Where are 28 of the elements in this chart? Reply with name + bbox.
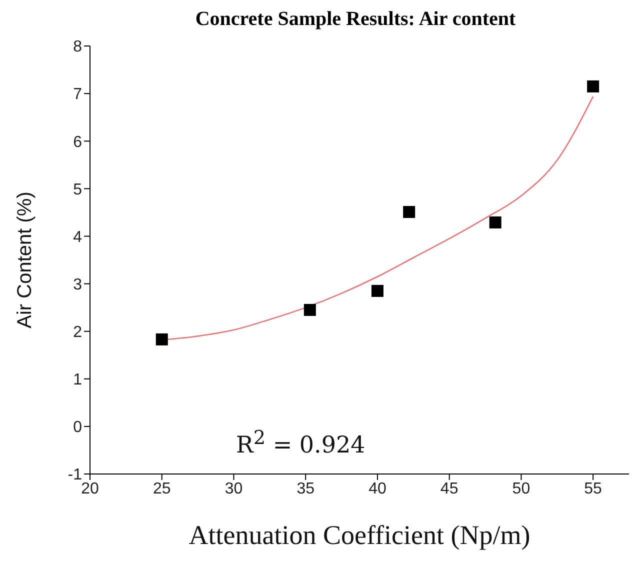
chart-title: Concrete Sample Results: Air content <box>194 8 517 32</box>
y-tick-label: 0 <box>73 419 82 436</box>
y-tick-label: 8 <box>73 38 82 56</box>
y-axis-title: Air Content (%) <box>14 192 36 328</box>
point <box>304 304 316 316</box>
y-tick-label: 2 <box>73 324 82 342</box>
x-axis-title: Attenuation Coefficient (Np/m) <box>188 520 530 550</box>
x-tick-label: 20 <box>81 480 99 498</box>
y-tick-label: 5 <box>73 181 82 198</box>
x-tick-label: 35 <box>296 480 315 498</box>
y-tick-label: 7 <box>73 86 82 104</box>
y-tick-label: 4 <box>73 228 82 246</box>
x-tick-label: 30 <box>224 480 243 498</box>
point <box>587 80 600 92</box>
annotation: R$^{2}$ = 0.924 <box>236 426 366 459</box>
point <box>156 333 168 346</box>
point <box>489 216 502 228</box>
y-tick-label: 3 <box>73 276 82 294</box>
x-tick-label: 40 <box>368 480 386 498</box>
y-tick-label: 1 <box>73 372 82 389</box>
x-tick-label: 50 <box>512 480 530 498</box>
y-tick-label: -1 <box>68 466 82 484</box>
x-tick-label: 55 <box>584 480 602 498</box>
point <box>371 284 384 297</box>
y-tick-label: 6 <box>73 134 82 151</box>
x-tick-label: 45 <box>440 480 458 498</box>
x-tick-label: 25 <box>152 480 171 498</box>
point <box>403 206 416 218</box>
